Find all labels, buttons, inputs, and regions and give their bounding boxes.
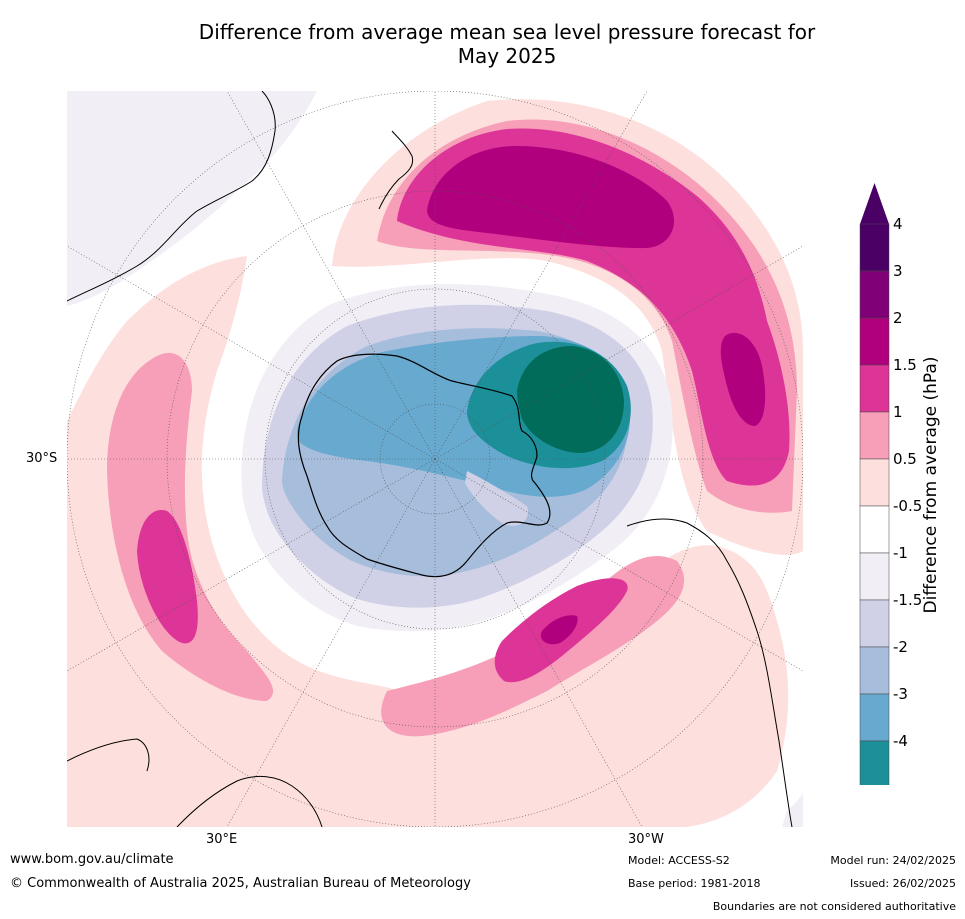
- contour-magenta-left: [137, 510, 198, 644]
- colorbar-segment: [859, 223, 890, 272]
- colorbar: 4 3 2 1.5 1 0.5 -0.5 -1 -1.5 -2 -3 -4: [859, 183, 922, 785]
- footer-website: www.bom.gov.au/climate: [10, 852, 174, 867]
- colorbar-tick-label: -1: [893, 544, 908, 562]
- africa-coastline: [176, 775, 323, 827]
- footer-base-period: Base period: 1981-2018: [628, 877, 761, 890]
- contour-dark-teal-center: [517, 346, 624, 453]
- colorbar-extend-max: [860, 183, 889, 224]
- colorbar-tick-label: 0.5: [893, 450, 917, 468]
- lon-label-30w: 30°W: [628, 832, 664, 847]
- madagascar-coastline: [67, 738, 150, 772]
- footer-model-run: Model run: 24/02/2025: [830, 854, 956, 867]
- colorbar-tick-label: 1: [893, 403, 903, 421]
- colorbar-segment: [859, 552, 890, 601]
- colorbar-tick-label: -0.5: [893, 497, 922, 515]
- antarctica-coastline: [297, 353, 551, 578]
- footer-copyright: © Commonwealth of Australia 2025, Austra…: [10, 876, 471, 891]
- colorbar-segment: [859, 693, 890, 742]
- lat-label-30s: 30°S: [26, 451, 58, 466]
- title-line-2: May 2025: [457, 44, 557, 68]
- colorbar-segment: [859, 411, 890, 460]
- colorbar-tick-label: 4: [893, 215, 903, 233]
- colorbar-segment: [859, 270, 890, 319]
- colorbar-tick-label: 1.5: [893, 356, 917, 374]
- colorbar-segment: [859, 317, 890, 366]
- south-america-coastline: [626, 518, 793, 827]
- footer-disclaimer: Boundaries are not considered authoritat…: [712, 900, 956, 913]
- colorbar-tick-label: -4: [893, 732, 908, 750]
- title-line-1: Difference from average mean sea level p…: [198, 20, 816, 44]
- australia-coastline: [67, 91, 276, 302]
- colorbar-tick-label: 2: [893, 309, 903, 327]
- new-zealand-coastline: [378, 130, 414, 210]
- polar-map: [67, 91, 803, 827]
- colorbar-segment: [859, 646, 890, 695]
- lon-label-30e: 30°E: [206, 832, 238, 847]
- contour-deep-magenta-right: [720, 332, 766, 426]
- contour-deep-magenta-bottom: [540, 615, 578, 645]
- footer-model: Model: ACCESS-S2: [628, 854, 730, 867]
- colorbar-segment: [859, 364, 890, 413]
- contour-mid-pink-left: [107, 352, 274, 701]
- colorbar-tick-label: -2: [893, 638, 908, 656]
- contour-slate-peninsula: [465, 471, 528, 526]
- contour-lavender-bottomright: [782, 791, 803, 827]
- colorbar-segment: [859, 458, 890, 507]
- footer-issued: Issued: 26/02/2025: [849, 877, 956, 890]
- colorbar-tick-label: 3: [893, 262, 903, 280]
- colorbar-title: Difference from average (hPa): [921, 356, 941, 614]
- contour-deep-magenta-top: [427, 146, 675, 249]
- colorbar-segment: [859, 740, 890, 785]
- colorbar-segment: [859, 599, 890, 648]
- colorbar-segment: [859, 505, 890, 554]
- contour-lavender-topleft: [67, 91, 317, 306]
- graticule-meridians: [67, 91, 803, 827]
- colorbar-tick-label: -3: [893, 685, 908, 703]
- colorbar-tick-label: -1.5: [893, 591, 922, 609]
- map-title: Difference from average mean sea level p…: [0, 20, 965, 68]
